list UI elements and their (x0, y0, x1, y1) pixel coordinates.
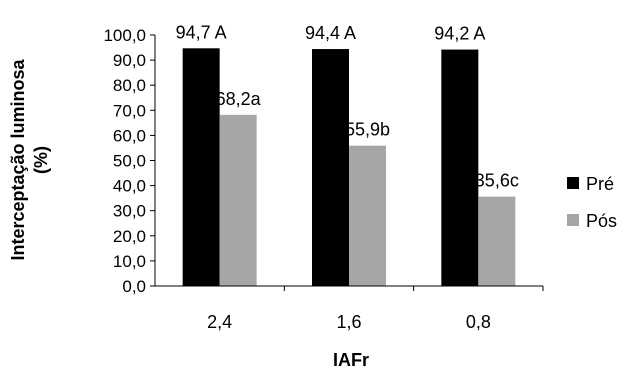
data-label: 94,2 A (434, 24, 485, 44)
legend-label-pos: Pós (586, 211, 617, 231)
x-category-label: 2,4 (207, 312, 232, 332)
bar-pos-1 (349, 145, 386, 286)
y-tick-label: 0,0 (122, 277, 146, 296)
data-label: 68,2a (216, 89, 262, 109)
y-tick-label: 100,0 (103, 26, 146, 45)
y-axis-title-line2: (%) (31, 146, 51, 174)
y-tick-label: 10,0 (113, 252, 146, 271)
y-tick-label: 30,0 (113, 202, 146, 221)
x-category-label: 0,8 (466, 312, 491, 332)
y-tick-label: 70,0 (113, 101, 146, 120)
y-axis-title-line1: Interceptação luminosa (8, 58, 28, 260)
bar-pre-1 (312, 49, 349, 286)
legend-label-pre: Pré (586, 174, 614, 194)
legend-swatch-pre (567, 177, 579, 189)
y-axis-title: Interceptação luminosa (%) (8, 58, 51, 260)
y-tick-label: 90,0 (113, 51, 146, 70)
y-tick-label: 60,0 (113, 126, 146, 145)
x-axis-title: IAFr (333, 350, 369, 370)
y-tick-label: 20,0 (113, 227, 146, 246)
legend-swatch-pos (567, 214, 579, 226)
bar-pos-2 (478, 196, 516, 286)
data-label: 35,6c (475, 171, 519, 191)
data-label: 55,9b (345, 120, 390, 140)
y-tick-label: 80,0 (113, 76, 146, 95)
data-label: 94,7 A (176, 22, 227, 42)
y-tick-label: 50,0 (113, 152, 146, 171)
data-labels: 94,7 A 68,2a 94,4 A 55,9b 94,2 A 35,6c (176, 22, 519, 190)
y-tick-label: 40,0 (113, 177, 146, 196)
x-axis-categories: 2,4 1,6 0,8 (207, 286, 544, 332)
legend: Pré Pós (567, 174, 617, 231)
bar-pre-2 (441, 49, 479, 286)
axes (154, 35, 543, 287)
x-category-label: 1,6 (336, 312, 361, 332)
y-axis-ticks: 0,0 10,0 20,0 30,0 40,0 50,0 60,0 70,0 80,0 90,0 1… (103, 26, 155, 296)
bars (182, 48, 516, 287)
bar-pre-0 (182, 48, 220, 286)
bar-pos-0 (219, 114, 257, 287)
data-label: 94,4 A (305, 23, 356, 43)
